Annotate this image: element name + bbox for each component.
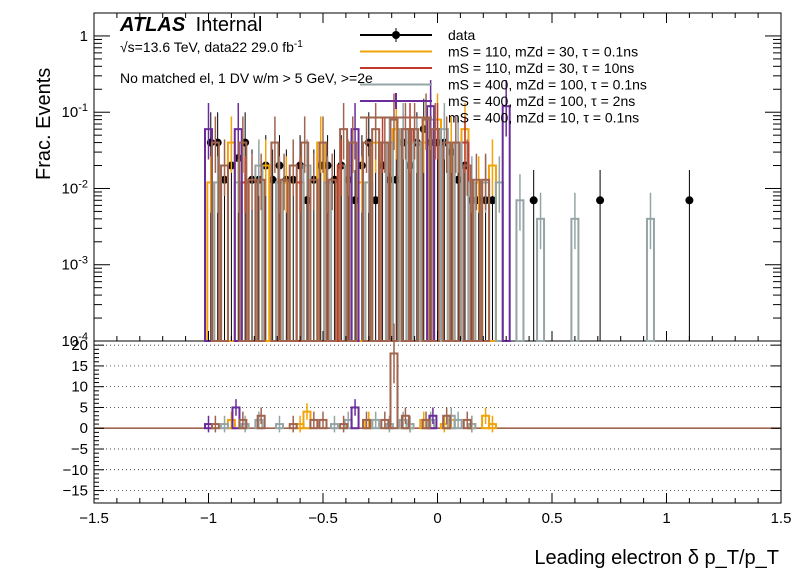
y-tick-label: 10-3 [62, 255, 88, 274]
ratio-series-layer [204, 323, 497, 433]
data-point [371, 196, 380, 205]
y-tick-base: 10 [62, 104, 79, 121]
legend-label: mS = 110, mZd = 30, τ = 0.1ns [448, 44, 638, 60]
x-tick-label: 1.5 [771, 510, 792, 527]
legend-label: mS = 110, mZd = 30, τ = 10ns [448, 60, 634, 76]
legend-entry: mS = 400, mZd = 10, τ = 0.1ns [360, 110, 639, 126]
ratio-y-tick-label: 15 [71, 358, 88, 375]
legend-entry: data [360, 27, 475, 43]
y-tick-base: 10 [62, 333, 79, 350]
ratio-y-tick-label: −10 [63, 462, 88, 479]
ratio-y-tick-label: −5 [71, 441, 88, 458]
upper-ylabel: Frac. Events [33, 68, 55, 180]
y-tick-label: 1 [80, 28, 88, 45]
legend-label: mS = 400, mZd = 10, τ = 0.1ns [448, 110, 639, 126]
series-5 [210, 93, 491, 342]
ratio-y-tick-label: 0 [80, 420, 88, 437]
data-point [488, 196, 497, 205]
legend-entry: mS = 400, mZd = 100, τ = 0.1ns [360, 77, 647, 93]
x-tick-label: −0.5 [308, 510, 338, 527]
y-tick-exponent: -1 [78, 102, 88, 114]
y-tick-exponent: -3 [78, 255, 88, 267]
y-tick-label: 10-4 [62, 331, 88, 350]
x-tick-label: 0 [433, 510, 441, 527]
legend-label: mS = 400, mZd = 100, τ = 0.1ns [448, 77, 647, 93]
legend-entry: mS = 400, mZd = 100, τ = 2ns [360, 93, 635, 109]
legend-label: data [448, 27, 475, 43]
series-0 [206, 98, 694, 341]
ratio-series-3 [210, 323, 472, 433]
series-4 [204, 80, 511, 342]
x-tick-label: −1.5 [79, 510, 109, 527]
legend-entry: mS = 110, mZd = 30, τ = 0.1ns [360, 44, 638, 60]
data-point [685, 196, 694, 205]
y-tick-exponent: -2 [78, 178, 88, 190]
y-tick-base: 10 [62, 257, 79, 274]
y-tick-label: 10-1 [62, 102, 88, 121]
lower-axis-ticks: −15 −10 −5 0 5 10 15 20 −1.5 −1 −0.5 0 0.5 1 1.5 [63, 337, 792, 527]
legend-marker [392, 31, 400, 39]
ratio-y-tick-label: 5 [80, 399, 88, 416]
x-tick-label: 1 [662, 510, 670, 527]
lower-panel-frame [93, 340, 782, 504]
legend-entry: mS = 110, mZd = 30, τ = 10ns [360, 60, 634, 76]
atlas-brand: ATLAS [119, 14, 186, 36]
data-point [596, 196, 605, 205]
y-tick-base: 10 [62, 180, 79, 197]
ratio-y-tick-label: −15 [63, 483, 88, 500]
atlas-logo-text: ATLAS Internal [119, 14, 262, 36]
x-tick-label: 0.5 [542, 510, 563, 527]
y-tick-label: 10-2 [62, 178, 88, 197]
xlabel: Leading electron δ p_T/p_T [534, 547, 779, 569]
x-tick-label: −1 [200, 510, 217, 527]
y-tick-exponent: -4 [78, 331, 88, 343]
energy-line: √s=13.6 TeV, data22 29.0 fb-1 [120, 39, 303, 56]
ratio-y-tick-label: 10 [71, 379, 88, 396]
ratio-gridlines [94, 344, 781, 491]
upper-axis-ticks: 110-110-210-310-4 [62, 12, 782, 350]
atlas-status: Internal [196, 14, 263, 36]
data-point [529, 196, 538, 205]
ratio-y-tick-label: 20 [71, 337, 88, 354]
legend-label: mS = 400, mZd = 100, τ = 2ns [448, 93, 635, 109]
selection-line: No matched el, 1 DV w/m > 5 GeV, >=2e [120, 70, 373, 86]
